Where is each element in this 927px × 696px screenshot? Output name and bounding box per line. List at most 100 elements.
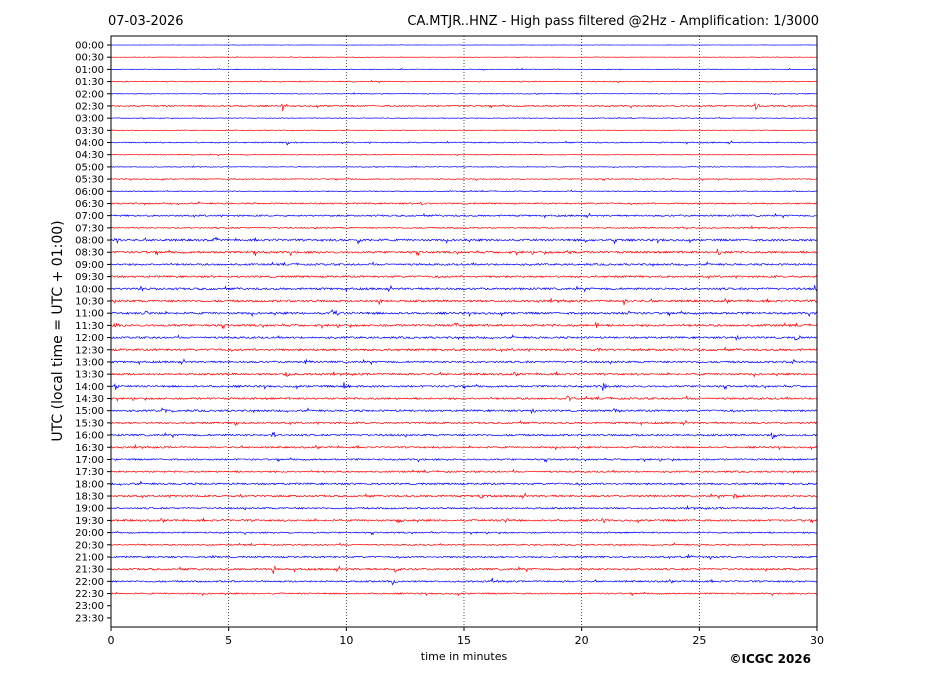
row-label-07:00: 07:00 [75, 211, 104, 222]
row-label-13:30: 13:30 [75, 370, 104, 381]
row-label-15:00: 15:00 [75, 406, 104, 417]
trace-18:30 [110, 492, 818, 500]
chart-date: 07-03-2026 [108, 14, 184, 29]
row-label-07:30: 07:30 [75, 223, 104, 234]
x-axis-label: time in minutes [421, 650, 508, 663]
row-label-09:00: 09:00 [75, 260, 104, 271]
row-label-23:30: 23:30 [75, 613, 104, 624]
row-label-10:30: 10:30 [75, 296, 104, 307]
x-tick-label-15: 15 [457, 634, 471, 647]
x-tick-label-25: 25 [692, 634, 706, 647]
trace-00:30 [110, 56, 818, 59]
x-tick-label-20: 20 [575, 634, 589, 647]
row-label-05:30: 05:30 [75, 175, 104, 186]
trace-16:30 [111, 443, 818, 451]
trace-15:30 [110, 419, 818, 427]
trace-18:00 [110, 480, 818, 486]
row-label-19:30: 19:30 [75, 516, 104, 527]
trace-07:30 [110, 225, 818, 230]
row-label-17:30: 17:30 [75, 467, 104, 478]
trace-02:30 [110, 102, 818, 112]
x-tick-label-10: 10 [339, 634, 353, 647]
row-label-22:30: 22:30 [75, 589, 104, 600]
row-label-11:30: 11:30 [75, 321, 104, 332]
row-label-02:30: 02:30 [75, 101, 104, 112]
row-label-18:00: 18:00 [75, 479, 104, 490]
row-label-23:00: 23:00 [75, 601, 104, 612]
trace-08:30 [110, 248, 818, 257]
trace-12:30 [110, 346, 818, 353]
trace-04:00 [110, 140, 818, 146]
trace-13:00 [110, 358, 818, 366]
trace-06:30 [110, 200, 818, 206]
row-label-21:30: 21:30 [75, 565, 104, 576]
trace-13:30 [110, 370, 818, 378]
row-label-01:00: 01:00 [75, 65, 104, 76]
row-label-11:00: 11:00 [75, 309, 104, 320]
trace-03:30 [110, 128, 818, 132]
row-label-02:00: 02:00 [75, 89, 104, 100]
row-label-10:00: 10:00 [75, 284, 104, 295]
row-label-17:00: 17:00 [75, 455, 104, 466]
row-label-06:30: 06:30 [75, 199, 104, 210]
trace-15:00 [110, 407, 818, 415]
chart-title: CA.MTJR..HNZ - High pass filtered @2Hz -… [407, 14, 819, 29]
trace-03:00 [110, 116, 818, 120]
vertical-gridlines [228, 36, 700, 627]
trace-14:30 [110, 395, 818, 402]
row-label-13:00: 13:00 [75, 357, 104, 368]
trace-16:00 [110, 431, 818, 440]
trace-00:00 [111, 44, 818, 46]
trace-04:30 [110, 153, 818, 157]
trace-01:30 [110, 79, 818, 84]
trace-21:00 [110, 553, 818, 561]
row-label-01:30: 01:30 [75, 77, 104, 88]
row-label-04:00: 04:00 [75, 138, 104, 149]
trace-01:00 [110, 67, 818, 71]
trace-05:00 [110, 165, 818, 169]
row-label-20:30: 20:30 [75, 540, 104, 551]
y-axis-label: UTC (local time = UTC + 01:00) [50, 220, 66, 441]
row-label-03:30: 03:30 [75, 126, 104, 137]
row-label-12:30: 12:30 [75, 345, 104, 356]
trace-10:30 [110, 297, 818, 306]
trace-20:30 [110, 542, 818, 547]
trace-08:00 [110, 236, 818, 245]
row-label-20:00: 20:00 [75, 528, 104, 539]
row-label-22:00: 22:00 [75, 577, 104, 588]
trace-21:30 [110, 565, 818, 574]
row-label-08:30: 08:30 [75, 248, 104, 259]
trace-02:00 [110, 92, 818, 96]
row-label-08:00: 08:00 [75, 236, 104, 247]
row-label-14:00: 14:00 [75, 382, 104, 393]
trace-19:00 [110, 504, 818, 511]
trace-12:00 [111, 334, 818, 341]
row-label-06:00: 06:00 [75, 187, 104, 198]
row-label-14:30: 14:30 [75, 394, 104, 405]
row-label-18:30: 18:30 [75, 492, 104, 503]
x-axis-ticks: 0 5 10 15 20 25 30 [108, 627, 824, 647]
trace-10:00 [110, 284, 818, 293]
row-label-00:30: 00:30 [75, 53, 104, 64]
trace-06:00 [110, 189, 818, 193]
trace-19:30 [110, 517, 818, 524]
row-label-09:30: 09:30 [75, 272, 104, 283]
x-tick-label-0: 0 [108, 634, 115, 647]
row-label-04:30: 04:30 [75, 150, 104, 161]
row-label-19:00: 19:00 [75, 504, 104, 515]
trace-22:00 [110, 577, 818, 586]
seismic-traces [110, 44, 818, 597]
trace-14:00 [110, 382, 818, 391]
trace-20:00 [110, 530, 818, 536]
x-tick-label-30: 30 [810, 634, 824, 647]
plot-frame [110, 35, 818, 628]
trace-09:00 [110, 261, 818, 267]
trace-05:30 [110, 177, 818, 182]
x-tick-label-5: 5 [225, 634, 232, 647]
row-label-16:00: 16:00 [75, 431, 104, 442]
row-label-16:30: 16:30 [75, 443, 104, 454]
row-label-00:00: 00:00 [75, 41, 104, 52]
trace-22:30 [110, 591, 818, 597]
